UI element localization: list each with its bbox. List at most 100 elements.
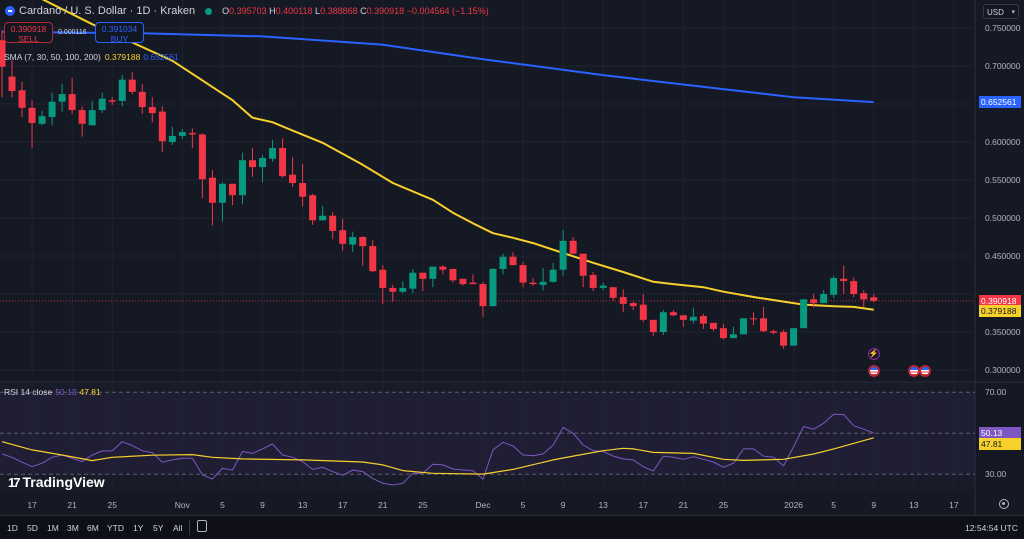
timeframe-all[interactable]: All [173, 523, 183, 533]
candle [419, 272, 427, 291]
currency-selected: USD [987, 8, 1004, 17]
sell-price: 0.390918 [10, 24, 47, 34]
candle-body [0, 40, 6, 67]
candle-body [48, 101, 56, 117]
time-tick-label: 17 [27, 500, 37, 510]
candle-body [128, 79, 136, 92]
candle [28, 100, 36, 149]
candle [579, 253, 587, 288]
rsi-legend-value: 50.13 [55, 387, 77, 397]
candle-body [770, 331, 778, 333]
candle-body [369, 246, 377, 272]
tradingview-logo[interactable]: 17 TradingView [8, 474, 105, 490]
candle [269, 139, 277, 162]
candle [339, 218, 347, 251]
sell-label: SELL [18, 34, 39, 44]
last-price-badge: 0.390918 [979, 294, 1021, 307]
timeframe-6m[interactable]: 6M [87, 523, 99, 533]
time-tick-label: 17 [949, 500, 959, 510]
candle [820, 290, 828, 304]
candle [770, 329, 778, 335]
price-tick-label: 0.700000 [985, 61, 1021, 71]
candle [309, 193, 317, 225]
candle-body [850, 281, 858, 294]
candle-body [810, 299, 818, 304]
earnings-lightning-icon[interactable]: ⚡ [867, 348, 880, 360]
candle [259, 154, 267, 183]
candle-body [18, 90, 26, 108]
candle [369, 240, 377, 272]
sma-legend[interactable]: SMA (7, 30, 50, 100, 200) 0.379188 0.65256… [4, 52, 179, 62]
buy-button[interactable]: 0.391034 BUY [95, 22, 144, 44]
candle [218, 182, 226, 222]
open-label: O [222, 6, 230, 16]
candle-body [58, 94, 66, 102]
logo-text: TradingView [22, 474, 105, 490]
price-chart[interactable] [0, 0, 1024, 515]
candle [800, 299, 808, 329]
us-flag-icon[interactable] [907, 365, 920, 377]
candle [699, 313, 707, 329]
us-flag-icon[interactable] [918, 365, 931, 377]
timeframe-ytd[interactable]: YTD [107, 523, 124, 533]
candle [409, 268, 417, 294]
axis-settings-icon[interactable] [999, 499, 1009, 509]
high-value: 0.400118 [275, 6, 313, 16]
candle [319, 205, 327, 221]
candle [168, 126, 176, 146]
time-tick-label: 13 [909, 500, 919, 510]
cardano-logo-icon [5, 6, 15, 16]
candle-body [269, 148, 277, 159]
candle [349, 231, 357, 253]
candle [760, 306, 768, 332]
rsi-tick-label: 70.00 [985, 387, 1007, 398]
price-tick-label: 0.350000 [985, 327, 1021, 337]
symbol-title[interactable]: Cardano / U. S. Dollar · 1D · Kraken [19, 5, 196, 17]
candle-body [28, 107, 36, 123]
price-tick-label: 0.500000 [985, 213, 1021, 223]
timeframe-1d[interactable]: 1D [7, 523, 18, 533]
candles [0, 30, 878, 349]
candle-body [709, 322, 717, 329]
candle-body [439, 266, 447, 270]
us-flag-icon[interactable] [867, 365, 880, 377]
timeframe-1y[interactable]: 1Y [133, 523, 144, 533]
time-tick-label: Dec [475, 500, 491, 510]
candle [88, 100, 96, 126]
candle-body [389, 287, 397, 292]
candle [639, 294, 647, 323]
candle-body [719, 328, 727, 339]
candle [198, 133, 206, 199]
candle-body [118, 79, 126, 101]
sma-slow-price-badge: 0.652561 [979, 96, 1021, 109]
candle [529, 278, 537, 286]
timeframe-1m[interactable]: 1M [47, 523, 59, 533]
ohlc-readout: O0.395703 H0.400118 L0.388868 C0.390918 … [222, 6, 489, 16]
candle-body [489, 268, 497, 307]
timeframe-5d[interactable]: 5D [27, 523, 38, 533]
time-tick-label: 13 [297, 500, 308, 510]
sma-fast-value: 0.379188 [104, 52, 141, 62]
candle-body [218, 183, 226, 203]
rsi-legend[interactable]: RSI 14 close 50.13 47.81 [4, 387, 101, 397]
currency-dropdown[interactable]: USD ▾ [983, 4, 1019, 19]
close-value: 0.390918 [366, 6, 405, 16]
time-tick-label: 21 [378, 500, 388, 510]
sell-button[interactable]: 0.390918 SELL [4, 22, 53, 44]
market-open-dot-icon [205, 7, 213, 15]
candle-body [830, 278, 838, 295]
price-tick-label: 0.750000 [985, 23, 1021, 33]
time-tick-label: 9 [871, 500, 877, 510]
candle-body [319, 215, 327, 221]
date-range-calendar-icon[interactable] [197, 520, 207, 532]
candle-body [790, 328, 798, 346]
candle [68, 78, 76, 114]
candle [669, 309, 677, 317]
candle-body [178, 132, 186, 136]
timeframe-3m[interactable]: 3M [67, 523, 79, 533]
candle [108, 97, 116, 105]
time-tick-label: 25 [107, 500, 117, 510]
utc-clock[interactable]: 12:54:54 UTC [965, 523, 1018, 533]
candle-body [539, 281, 547, 285]
timeframe-5y[interactable]: 5Y [153, 523, 164, 533]
